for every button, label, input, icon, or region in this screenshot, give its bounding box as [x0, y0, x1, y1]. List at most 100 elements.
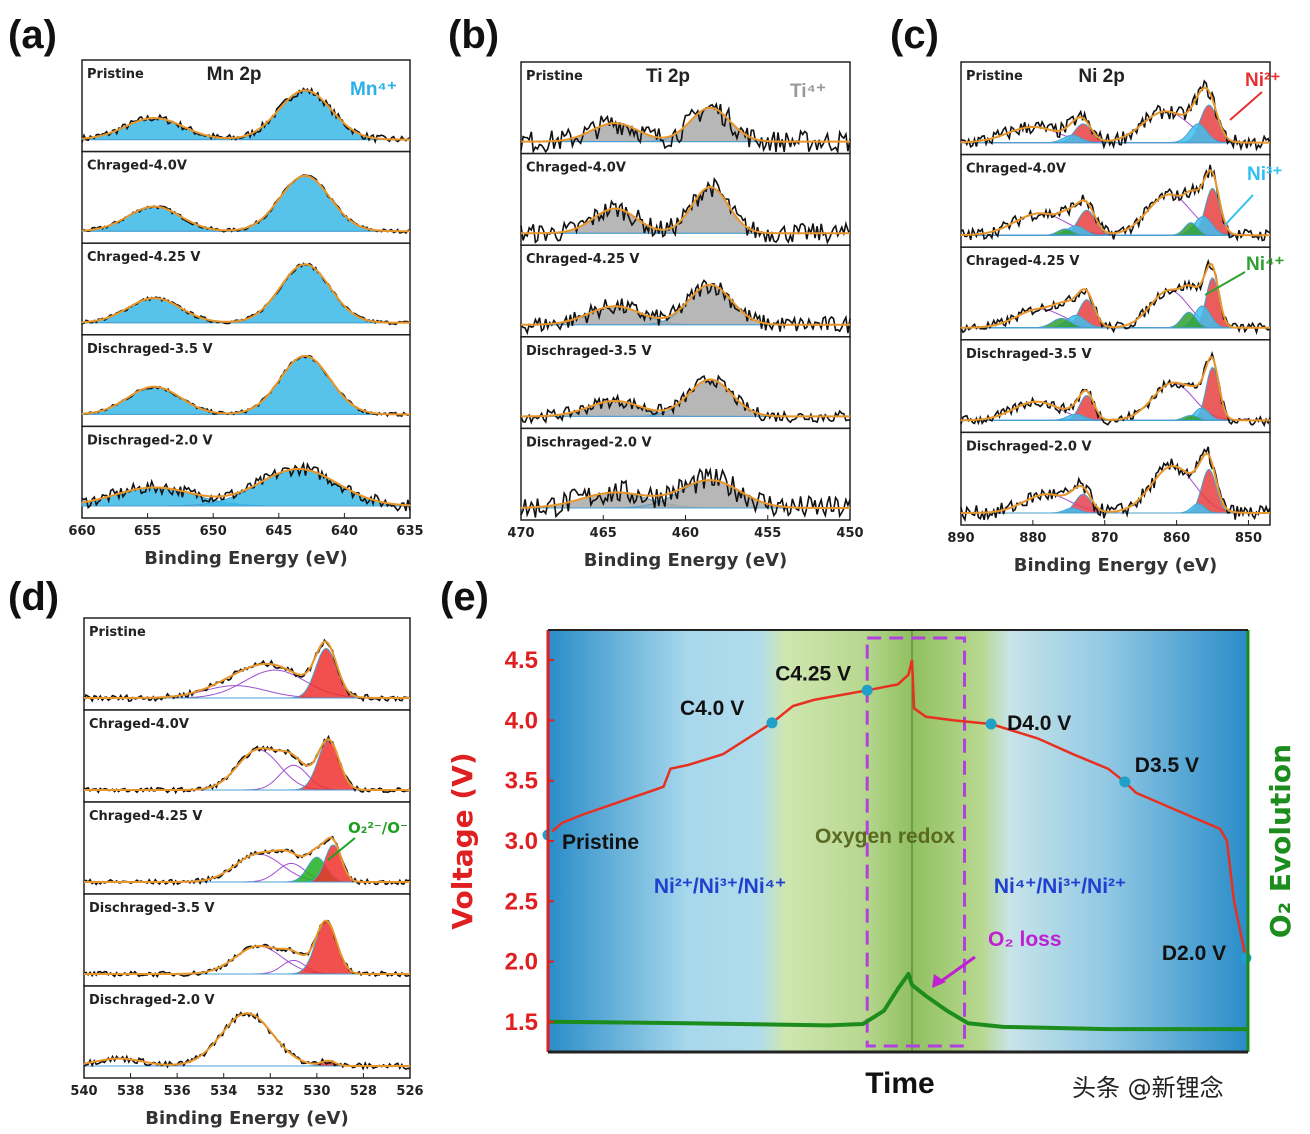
spectrum-label: Chraged-4.0V [966, 162, 1066, 177]
x-tick-label: 890 [947, 531, 974, 546]
spectrum-dischraged-2-0-v: Dischraged-2.0 V [520, 427, 851, 521]
spectrum-dischraged-3-5-v: Dischraged-3.5 V [83, 893, 411, 987]
panel-label-e: (e) [440, 575, 489, 619]
x-tick-label: 650 [200, 524, 227, 539]
spectrum-label: Chraged-4.0V [89, 717, 189, 732]
x-tick-label: 870 [1091, 531, 1118, 546]
x-axis-label: Binding Energy (eV) [1014, 555, 1217, 576]
state-marker [1119, 776, 1131, 788]
spectrum-pristine: Pristine [960, 61, 1271, 156]
spectrum-dischraged-2-0-v: Dischraged-2.0 V [83, 985, 411, 1079]
spectrum-pristine: Pristine [83, 617, 411, 711]
x-tick-label: 470 [507, 526, 534, 541]
x-tick-label: 526 [396, 1084, 423, 1099]
element-title: Mn 2p [207, 64, 262, 85]
plot-background [548, 630, 1248, 1052]
fit-envelope-line [83, 1012, 410, 1067]
panel-a-mn2p: Pristine Chraged-4.0V Chraged-4.25 V Dischr… [68, 59, 424, 569]
spectrum-chraged-4-0v: Chraged-4.0V [960, 153, 1271, 248]
pointer-line [1224, 194, 1254, 226]
x-tick-label: 528 [350, 1084, 377, 1099]
pointer-line [327, 837, 356, 861]
state-marker [1240, 952, 1252, 964]
o2-loss-arrow [939, 955, 976, 984]
spectrum-label: Dischraged-2.0 V [526, 435, 652, 450]
spectrum-pristine: Pristine [520, 61, 851, 155]
x-tick-label: 645 [265, 524, 292, 539]
x-axis-label: Binding Energy (eV) [144, 548, 347, 569]
fit-envelope-line [521, 378, 850, 418]
fit-envelope-line [84, 919, 410, 975]
x-tick-label: 880 [1019, 531, 1046, 546]
y-tick-label: 3.0 [505, 828, 538, 855]
spectrum-chraged-4-0v: Chraged-4.0V [81, 150, 411, 244]
x-tick-label: 465 [590, 526, 617, 541]
x-tick-label: 532 [257, 1084, 284, 1099]
spectrum-dischraged-3-5-v: Dischraged-3.5 V [81, 334, 411, 428]
fit-envelope-line [81, 263, 410, 324]
spectrum-chraged-4-25-v: Chraged-4.25 V [83, 801, 411, 895]
spectrum-label: Chraged-4.0V [87, 159, 187, 174]
panel-c-ni2p: Pristine Chraged-4.0V Chraged-4.25 V Dischr… [947, 61, 1284, 576]
x-tick-label: 655 [134, 524, 161, 539]
x-axis-label: Binding Energy (eV) [145, 1108, 348, 1129]
y-axis-label: Voltage (V) [446, 752, 479, 929]
spectrum-label: Chraged-4.25 V [526, 252, 639, 267]
x-tick-label: 460 [672, 526, 699, 541]
y-tick-label: 3.5 [505, 768, 538, 795]
spectrum-chraged-4-0v: Chraged-4.0V [520, 152, 851, 246]
o2-loss-label: O₂ loss [988, 928, 1062, 951]
fit-component [961, 503, 1270, 514]
y-tick-label: 2.5 [505, 888, 538, 915]
fit-envelope-line [961, 356, 1270, 422]
fit-envelope-line [81, 89, 410, 141]
state-label: C4.0 V [680, 697, 744, 720]
spectrum-label: Dischraged-3.5 V [966, 347, 1092, 362]
fit-envelope-line [84, 738, 410, 791]
spectrum-label: Pristine [966, 69, 1023, 84]
watermark: 头条 @新锂念 [1072, 1074, 1224, 1102]
raw-spectrum-line [520, 279, 851, 336]
spectrum-chraged-4-25-v: Chraged-4.25 V [81, 242, 411, 336]
x-tick-label: 635 [396, 524, 423, 539]
pointer-line [1229, 91, 1263, 121]
spectrum-label: Pristine [526, 69, 583, 84]
x-tick-label: 850 [1235, 531, 1262, 546]
spectrum-chraged-4-25-v: Chraged-4.25 V [520, 244, 851, 338]
species-label-peroxo: O₂²⁻/O⁻ [348, 819, 408, 837]
fit-envelope-line [961, 86, 1270, 144]
fit-envelope-line [81, 468, 411, 507]
spectrum-chraged-4-25-v: Chraged-4.25 V [960, 246, 1271, 341]
spectrum-dischraged-3-5-v: Dischraged-3.5 V [520, 336, 851, 430]
panel-e-voltage-o2: Pristine C4.0 V C4.25 V D4.0 V D3.5 V D2.0 V 1… [446, 629, 1297, 1100]
oxygen-redox-label: Oxygen redox [815, 825, 955, 848]
spectrum-label: Dischraged-3.5 V [87, 342, 213, 357]
spectrum-label: Dischraged-2.0 V [87, 433, 213, 448]
fit-envelope-line [521, 283, 850, 326]
panel-label-c: (c) [890, 13, 939, 57]
state-label: Pristine [562, 831, 639, 854]
raw-spectrum-line [520, 466, 851, 519]
spectrum-label: Dischraged-2.0 V [966, 439, 1092, 454]
charge-redox-label: Ni²⁺/Ni³⁺/Ni⁴⁺ [654, 875, 786, 898]
spectrum-label: Chraged-4.25 V [87, 250, 200, 265]
spectrum-label: Chraged-4.25 V [89, 809, 202, 824]
fit-component [961, 123, 1270, 144]
x-axis-label: Binding Energy (eV) [584, 550, 787, 571]
spectrum-pristine: Pristine [81, 59, 411, 153]
spectrum-label: Pristine [89, 625, 146, 640]
fit-envelope-line [81, 174, 410, 233]
y-tick-label: 1.5 [505, 1009, 538, 1036]
o2-evolution-line [547, 971, 1248, 1032]
spectrum-dischraged-2-0-v: Dischraged-2.0 V [81, 425, 411, 519]
fit-envelope-line [521, 185, 850, 235]
x-tick-label: 540 [70, 1084, 97, 1099]
spectrum-label: Chraged-4.0V [526, 161, 626, 176]
fit-envelope-line [521, 106, 850, 143]
x-tick-label: 530 [303, 1084, 330, 1099]
state-label: D3.5 V [1135, 754, 1199, 777]
state-marker [766, 717, 778, 729]
y-tick-label: 4.0 [505, 707, 538, 734]
x-tick-label: 660 [68, 524, 95, 539]
